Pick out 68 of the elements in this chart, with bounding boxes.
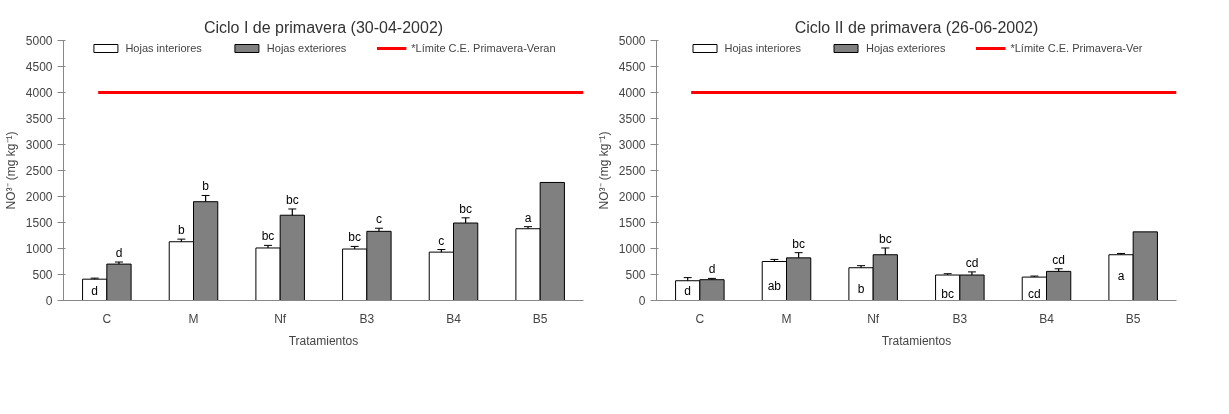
y-tick-label: 1000	[25, 242, 53, 256]
y-axis-title: NO³⁻ (mg kg⁻¹)	[3, 131, 18, 210]
y-tick-label: 1000	[618, 242, 646, 256]
chart-title: Ciclo II de primavera (26-06-2002)	[794, 18, 1039, 36]
y-tick-label: 4500	[618, 60, 646, 74]
y-tick-label: 500	[625, 268, 646, 282]
x-tick-label: B5	[532, 311, 548, 326]
annotation: bc	[261, 229, 275, 244]
y-tick-label: 0	[45, 294, 53, 308]
legend-label: Hojas interiores	[125, 42, 202, 54]
annotation: b	[857, 281, 865, 296]
y-tick-label: 1500	[618, 216, 646, 230]
y-tick-label: 1500	[25, 216, 53, 230]
annotation: d	[708, 262, 716, 277]
y-tick-label: 500	[32, 268, 53, 282]
x-tick-label: Nf	[274, 311, 287, 326]
y-tick-label: 2000	[25, 190, 53, 204]
annotation: bc	[285, 192, 299, 207]
y-tick-label: 4500	[25, 60, 53, 74]
legend-label: Hojas exteriores	[266, 42, 347, 54]
annotation: d	[91, 284, 99, 299]
y-tick-label: 4000	[25, 86, 53, 100]
annotation: d	[684, 284, 692, 299]
x-axis-title: Tratamientos	[288, 333, 359, 348]
annotation: b	[178, 223, 186, 238]
y-tick-label: 0	[638, 294, 646, 308]
annotation: ab	[767, 278, 782, 293]
annotation: bc	[459, 201, 472, 216]
legend-label: *Límite C.E. Primavera-Ver	[1010, 42, 1143, 54]
y-tick-label: 2500	[25, 164, 53, 178]
y-tick-label: 5000	[25, 34, 53, 48]
x-tick-label: B3	[359, 311, 375, 326]
x-axis-title: Tratamientos	[881, 333, 952, 348]
x-tick-label: B4	[446, 311, 462, 326]
y-tick-label: 5000	[618, 34, 646, 48]
x-tick-label: B4	[1039, 311, 1055, 326]
annotation: c	[375, 212, 382, 227]
x-tick-label: C	[102, 311, 112, 326]
annotation: bc	[941, 286, 955, 301]
annotation: a	[1117, 268, 1125, 283]
x-tick-label: B5	[1125, 311, 1141, 326]
y-tick-label: 2500	[618, 164, 646, 178]
x-tick-label: Nf	[867, 311, 880, 326]
y-axis-title: NO³⁻ (mg kg⁻¹)	[596, 131, 611, 210]
annotation: c	[438, 233, 445, 248]
chart-title: Ciclo I de primavera (30-04-2002)	[203, 18, 444, 36]
y-tick-label: 3500	[25, 112, 53, 126]
annotation: cd	[965, 255, 979, 270]
annotation: cd	[1052, 252, 1065, 267]
annotation: cd	[1028, 286, 1041, 301]
annotation: bc	[792, 236, 805, 251]
legend-label: Hojas interiores	[724, 42, 801, 54]
legend-label: Hojas exteriores	[865, 42, 946, 54]
y-tick-label: 4000	[618, 86, 646, 100]
legend-label: *Límite C.E. Primavera-Veran	[411, 42, 556, 54]
x-tick-label: M	[781, 311, 792, 326]
annotation: d	[115, 246, 123, 261]
y-tick-label: 3500	[618, 112, 646, 126]
y-tick-label: 3000	[25, 138, 53, 152]
annotation: b	[202, 179, 210, 194]
x-tick-label: B3	[952, 311, 968, 326]
annotation: bc	[348, 230, 362, 245]
x-tick-label: C	[695, 311, 705, 326]
annotation: a	[524, 210, 532, 225]
y-tick-label: 3000	[618, 138, 646, 152]
annotation: bc	[878, 231, 892, 246]
y-tick-label: 2000	[618, 190, 646, 204]
x-tick-label: M	[188, 311, 199, 326]
